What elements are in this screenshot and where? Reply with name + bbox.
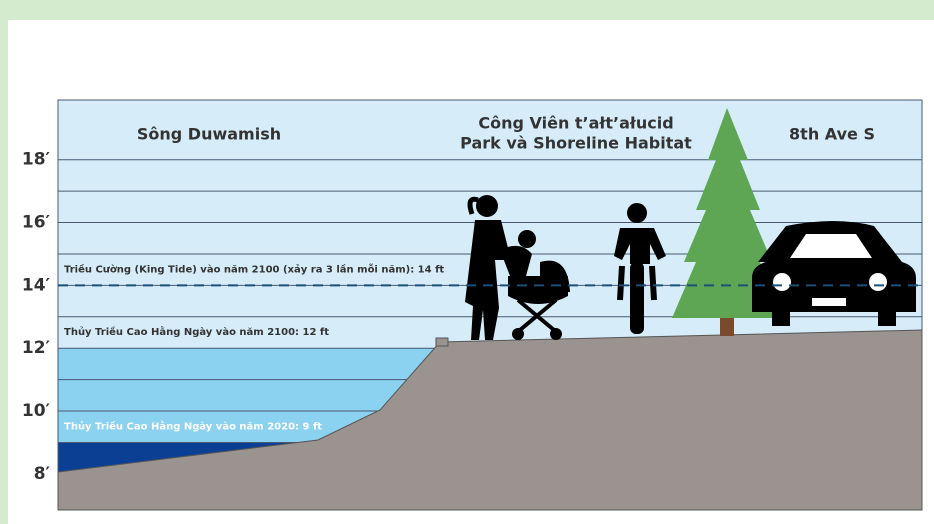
y-tick-label: 16′ [22,213,51,233]
level-label: Thủy Triều Cao Hằng Ngày vào năm 2020: 9… [64,419,322,432]
y-tick-label: 10′ [22,401,51,421]
region-label: 8th Ave S [789,125,875,144]
cyclist-head [627,203,647,223]
level-label: Thủy Triều Cao Hằng Ngày vào năm 2100: 1… [64,325,329,338]
bike [630,262,644,334]
level-label: Triều Cường (King Tide) vào năm 2100 (xả… [64,262,444,275]
headlight [773,273,791,291]
headlight [869,273,887,291]
trunk [720,318,734,336]
diagram: Sông Duwamish Công Viên t’ałt’ałucid Par… [0,0,934,524]
y-tick-label: 18′ [22,150,51,170]
region-label: Công Viên t’ałt’ałucid [478,114,673,133]
child-head [518,230,536,248]
curb [436,338,448,346]
plate [812,298,846,306]
y-tick-label: 12′ [22,338,51,358]
region-label: Sông Duwamish [137,125,281,144]
y-tick-label: 14′ [22,275,51,295]
y-tick-label: 8′ [34,464,51,484]
region-label: Park và Shoreline Habitat [460,134,692,153]
parent-head [476,195,498,217]
